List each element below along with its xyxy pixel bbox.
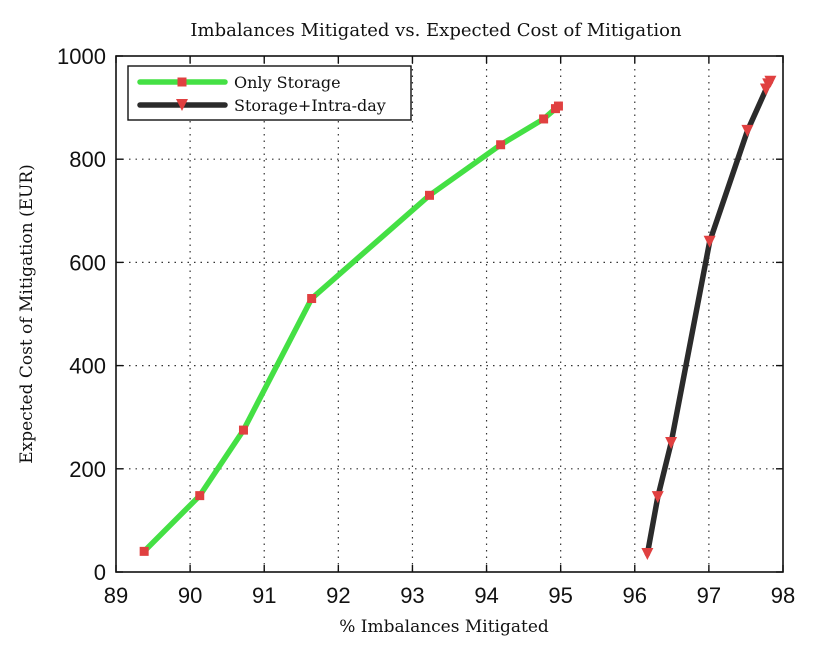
x-tick-label: 92 xyxy=(326,583,350,608)
plot-frame xyxy=(115,55,784,573)
x-tick-label: 91 xyxy=(252,583,276,608)
y-tick-label: 400 xyxy=(69,354,106,379)
data-point-square xyxy=(195,491,205,501)
x-tick-label: 89 xyxy=(104,583,128,608)
data-point-square xyxy=(496,140,506,150)
x-tick-label: 90 xyxy=(178,583,202,608)
legend-box xyxy=(127,65,412,121)
y-tick-label: 800 xyxy=(69,147,106,172)
x-tick-label: 95 xyxy=(548,583,572,608)
data-point-square xyxy=(424,190,434,200)
y-tick-label: 600 xyxy=(69,250,106,275)
legend: Only Storage Storage+Intra-day xyxy=(127,65,412,121)
data-point-triangle xyxy=(703,235,716,248)
y-tick-label: 200 xyxy=(69,457,106,482)
data-point-square xyxy=(307,294,317,304)
x-tick-label: 94 xyxy=(474,583,498,608)
data-point-triangle xyxy=(641,547,654,560)
x-tick-label: 93 xyxy=(400,583,424,608)
x-tick-label: 98 xyxy=(771,583,795,608)
ticks: 89 90 91 92 93 94 95 96 97 98 0 200 400 600 800 1000 xyxy=(57,44,795,608)
y-tick-label: 0 xyxy=(94,560,106,585)
x-tick-label: 97 xyxy=(697,583,721,608)
data-point-square xyxy=(553,101,563,111)
data-point-triangle xyxy=(764,75,777,88)
y-axis-label: Expected Cost of Mitigation (EUR) xyxy=(17,164,37,464)
grid xyxy=(116,56,783,572)
legend-marker-storage-intraday xyxy=(176,99,188,111)
data-point-square xyxy=(238,425,248,435)
data-point-triangle xyxy=(665,437,678,449)
legend-marker-only-storage xyxy=(177,77,187,87)
legend-label-storage-intraday: Storage+Intra-day xyxy=(234,96,386,115)
chart-title: Imbalances Mitigated vs. Expected Cost o… xyxy=(190,20,682,41)
data-point-square xyxy=(539,114,549,124)
x-axis-label: % Imbalances Mitigated xyxy=(339,617,549,637)
series-layer xyxy=(139,75,777,560)
y-tick-label: 1000 xyxy=(57,44,106,69)
data-point-triangle xyxy=(651,491,664,504)
data-point-triangle xyxy=(741,124,754,137)
data-point-square xyxy=(139,546,149,556)
legend-label-only-storage: Only Storage xyxy=(234,73,341,92)
x-tick-label: 96 xyxy=(623,583,647,608)
